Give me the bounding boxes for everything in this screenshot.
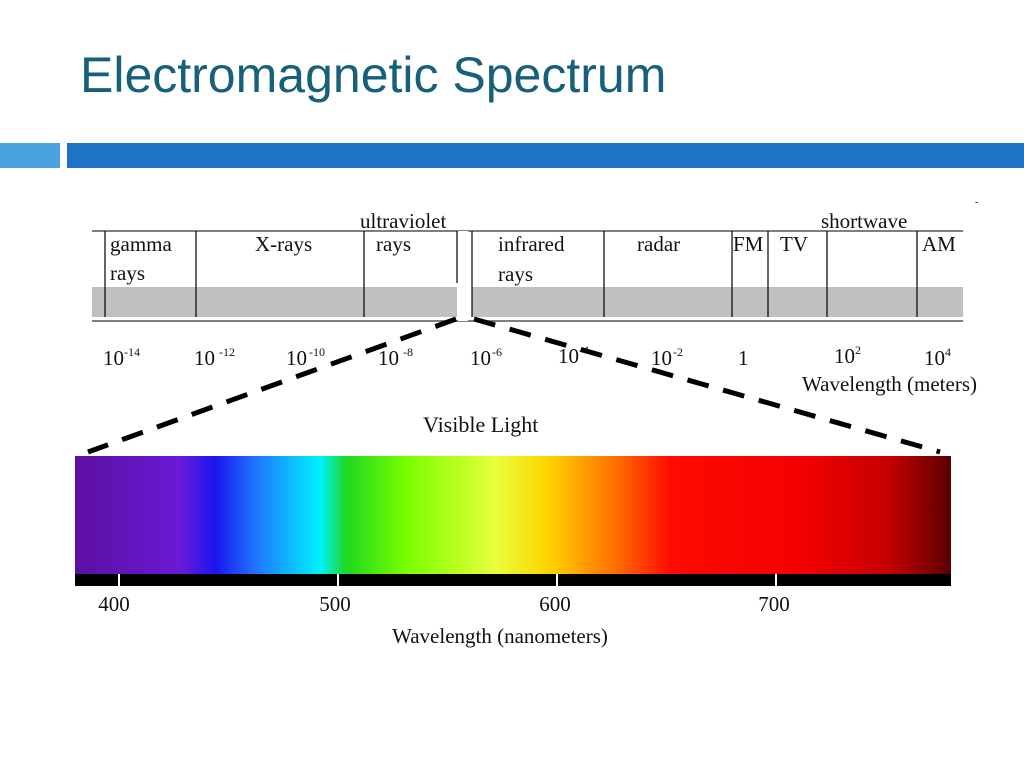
em-band-dividers [104,231,918,317]
visible-tick-500: 500 [319,592,351,616]
visible-tick-marks [118,574,777,586]
em-axis-label: Wavelength (meters) [802,372,977,396]
visible-tick-700: 700 [758,592,790,616]
em-tick-4: 10-6 [470,345,502,370]
visible-light-title: Visible Light [423,412,538,437]
visible-tick-600: 600 [539,592,571,616]
zoom-line-right [473,316,941,455]
em-tick-2: 10 -10 [286,345,325,370]
em-tick-8: 102 [834,343,861,368]
band-label-fm: FM [733,232,764,256]
band-label-tv: TV [780,232,808,256]
em-tick-7: 1 [738,346,749,370]
em-tick-6: 10-2 [651,345,683,370]
zoom-line-left [87,316,457,455]
band-label-gamma: gamma [110,232,172,256]
visible-axis-label: Wavelength (nanometers) [392,624,608,648]
visible-tick-400: 400 [98,592,130,616]
slide-title: Electromagnetic Spectrum [80,47,667,103]
band-label-radar: radar [637,232,680,256]
band-label-am: AM [922,232,956,256]
em-tick-3: 10 -8 [378,345,413,370]
band-label-ultraviolet: ultraviolet [360,209,446,233]
em-band-labels: gamma rays X-rays ultraviolet rays infra… [110,209,956,286]
em-tick-1: 10 -12 [194,345,235,370]
band-label-gamma-line2: rays [110,261,145,285]
em-tick-labels: 10-14 10 -12 10 -10 10 -8 10-6 10-4 10-2 1 … [103,343,951,370]
em-band-frame [92,230,963,322]
band-label-shortwave: shortwave [821,209,907,233]
visible-spectrum-gradient [75,456,951,574]
visible-tick-labels: 400 500 600 700 [98,592,790,616]
em-tick-9: 104 [924,345,951,370]
title-underline-bar [67,143,1024,168]
band-label-xrays: X-rays [255,232,312,256]
band-label-ultraviolet-line2: rays [376,232,411,256]
title-accent-block [0,143,60,168]
band-label-infrared: infrared [498,232,565,256]
corner-mark: - [975,197,978,208]
visible-axis-bar [75,574,951,586]
em-tick-0: 10-14 [103,345,140,370]
band-label-infrared-line2: rays [498,262,533,286]
zoom-dashed-lines [87,316,941,455]
em-bar-left [92,287,457,317]
em-bar-right [472,287,963,317]
